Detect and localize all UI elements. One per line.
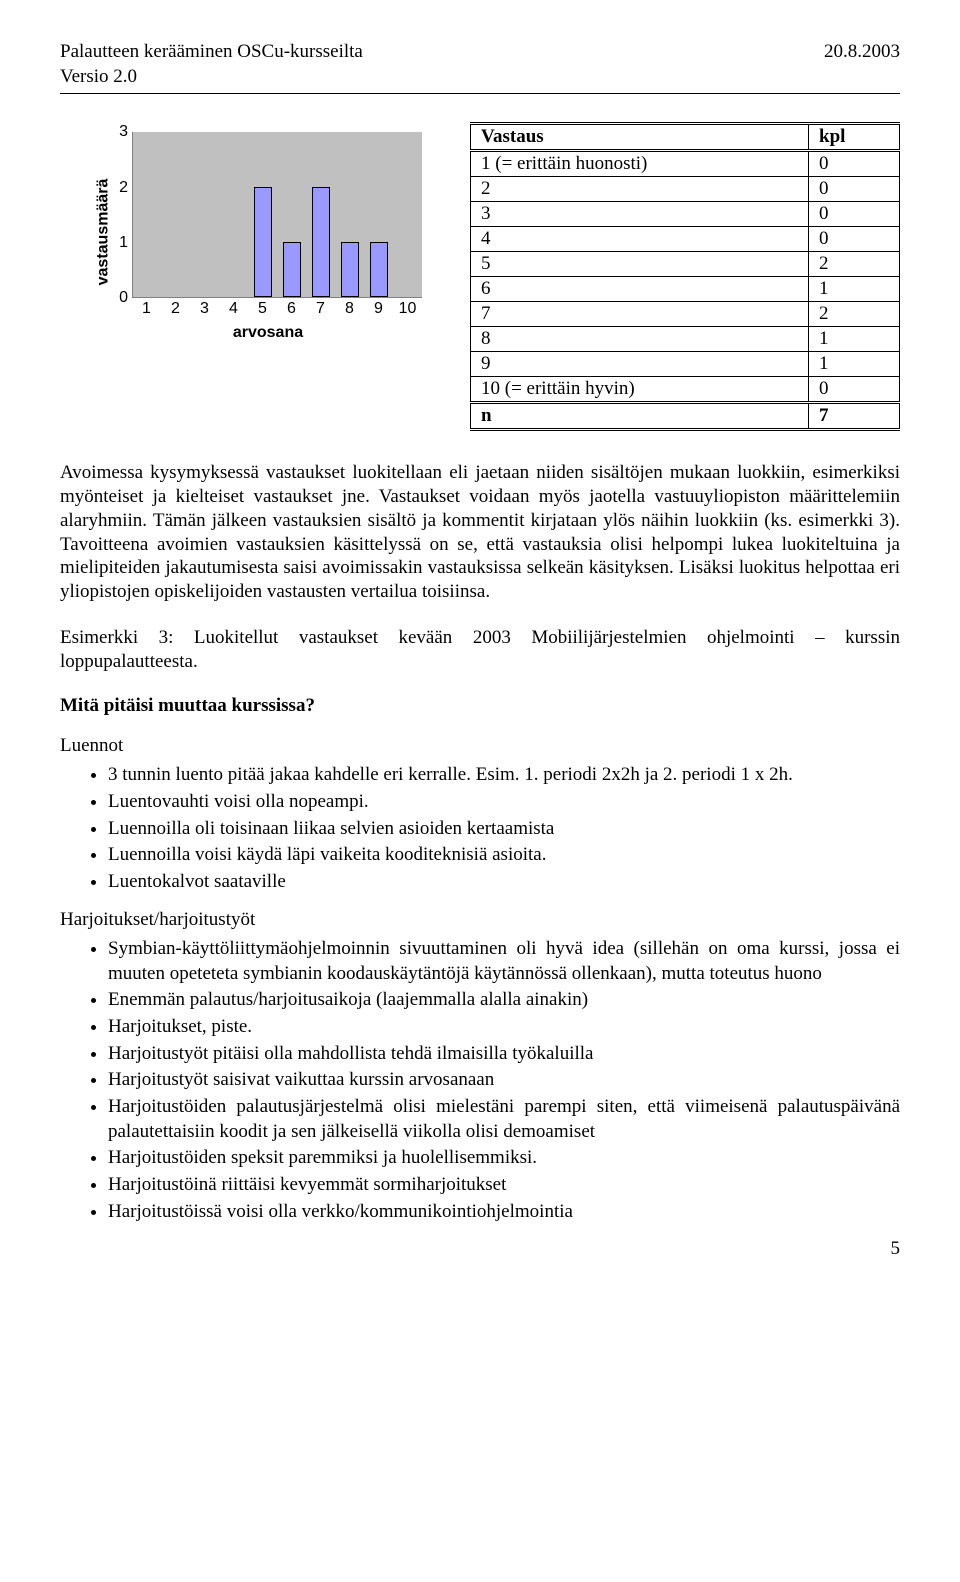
paragraph-1: Avoimessa kysymyksessä vastaukset luokit…: [60, 461, 900, 604]
section-heading: Mitä pitäisi muuttaa kurssissa?: [60, 695, 900, 717]
list-item: Harjoitustöiden speksit paremmiksi ja hu…: [108, 1146, 900, 1171]
table-footer-row: n 7: [471, 403, 900, 430]
bar: [312, 187, 330, 297]
group1-title: Luennot: [60, 735, 900, 757]
table-row: 20: [471, 177, 900, 202]
x-ticks: 1 2 3 4 5 6 7 8 9 10: [132, 300, 422, 318]
group2-list: Symbian-käyttöliittymäohjelmoinnin sivuu…: [60, 937, 900, 1225]
bar-chart: vastausmäärä 0 1 2 3 1 2 3 4 5 6 7 8 9: [60, 122, 430, 342]
data-table: Vastaus kpl 1 (= erittäin huonosti)0 20 …: [470, 122, 900, 431]
list-item: Harjoitustöiden palautusjärjestelmä olis…: [108, 1095, 900, 1144]
list-item: Harjoitukset, piste.: [108, 1015, 900, 1040]
table-row: 10 (= erittäin hyvin)0: [471, 377, 900, 403]
bar: [254, 187, 272, 297]
list-item: Harjoitustyöt saisivat vaikuttaa kurssin…: [108, 1068, 900, 1093]
list-item: Harjoitustöinä riittäisi kevyemmät sormi…: [108, 1173, 900, 1198]
table-row: 1 (= erittäin huonosti)0: [471, 151, 900, 177]
table-header-right: kpl: [809, 124, 900, 151]
table-footer-left: n: [471, 403, 809, 430]
table-row: 61: [471, 277, 900, 302]
list-item: Luennoilla oli toisinaan liikaa selvien …: [108, 817, 900, 842]
y-ticks: 0 1 2 3: [114, 132, 132, 298]
group1-list: 3 tunnin luento pitää jakaa kahdelle eri…: [60, 763, 900, 894]
list-item: Harjoitustyöt pitäisi olla mahdollista t…: [108, 1042, 900, 1067]
table-row: 91: [471, 352, 900, 377]
x-axis-label: arvosana: [114, 324, 422, 342]
bar: [283, 242, 301, 297]
table-row: 30: [471, 202, 900, 227]
table-row: 52: [471, 252, 900, 277]
table-row: 40: [471, 227, 900, 252]
table-footer-right: 7: [809, 403, 900, 430]
list-item: Symbian-käyttöliittymäohjelmoinnin sivuu…: [108, 937, 900, 986]
list-item: Luentokalvot saataville: [108, 870, 900, 895]
table-header-row: Vastaus kpl: [471, 124, 900, 151]
header-title-1: Palautteen kerääminen OSCu-kursseilta: [60, 41, 363, 62]
data-table-wrap: Vastaus kpl 1 (= erittäin huonosti)0 20 …: [470, 122, 900, 431]
table-row: 72: [471, 302, 900, 327]
list-item: 3 tunnin luento pitää jakaa kahdelle eri…: [108, 763, 900, 788]
paragraph-2: Esimerkki 3: Luokitellut vastaukset kevä…: [60, 626, 900, 674]
list-item: Luentovauhti voisi olla nopeampi.: [108, 790, 900, 815]
page-header: Palautteen kerääminen OSCu-kursseilta Ve…: [60, 40, 900, 89]
list-item: Harjoitustöissä voisi olla verkko/kommun…: [108, 1200, 900, 1225]
list-item: Luennoilla voisi käydä läpi vaikeita koo…: [108, 843, 900, 868]
group2-title: Harjoitukset/harjoitustyöt: [60, 909, 900, 931]
header-title-2: Versio 2.0: [60, 66, 137, 87]
header-rule: [60, 93, 900, 94]
table-header-left: Vastaus: [471, 124, 809, 151]
bar: [341, 242, 359, 297]
list-item: Enemmän palautus/harjoitusaikoja (laajem…: [108, 988, 900, 1013]
table-row: 81: [471, 327, 900, 352]
header-date: 20.8.2003: [824, 41, 900, 62]
plot-area: [132, 132, 422, 298]
y-axis-label: vastausmäärä: [94, 179, 112, 286]
page-number: 5: [60, 1238, 900, 1260]
bar: [370, 242, 388, 297]
